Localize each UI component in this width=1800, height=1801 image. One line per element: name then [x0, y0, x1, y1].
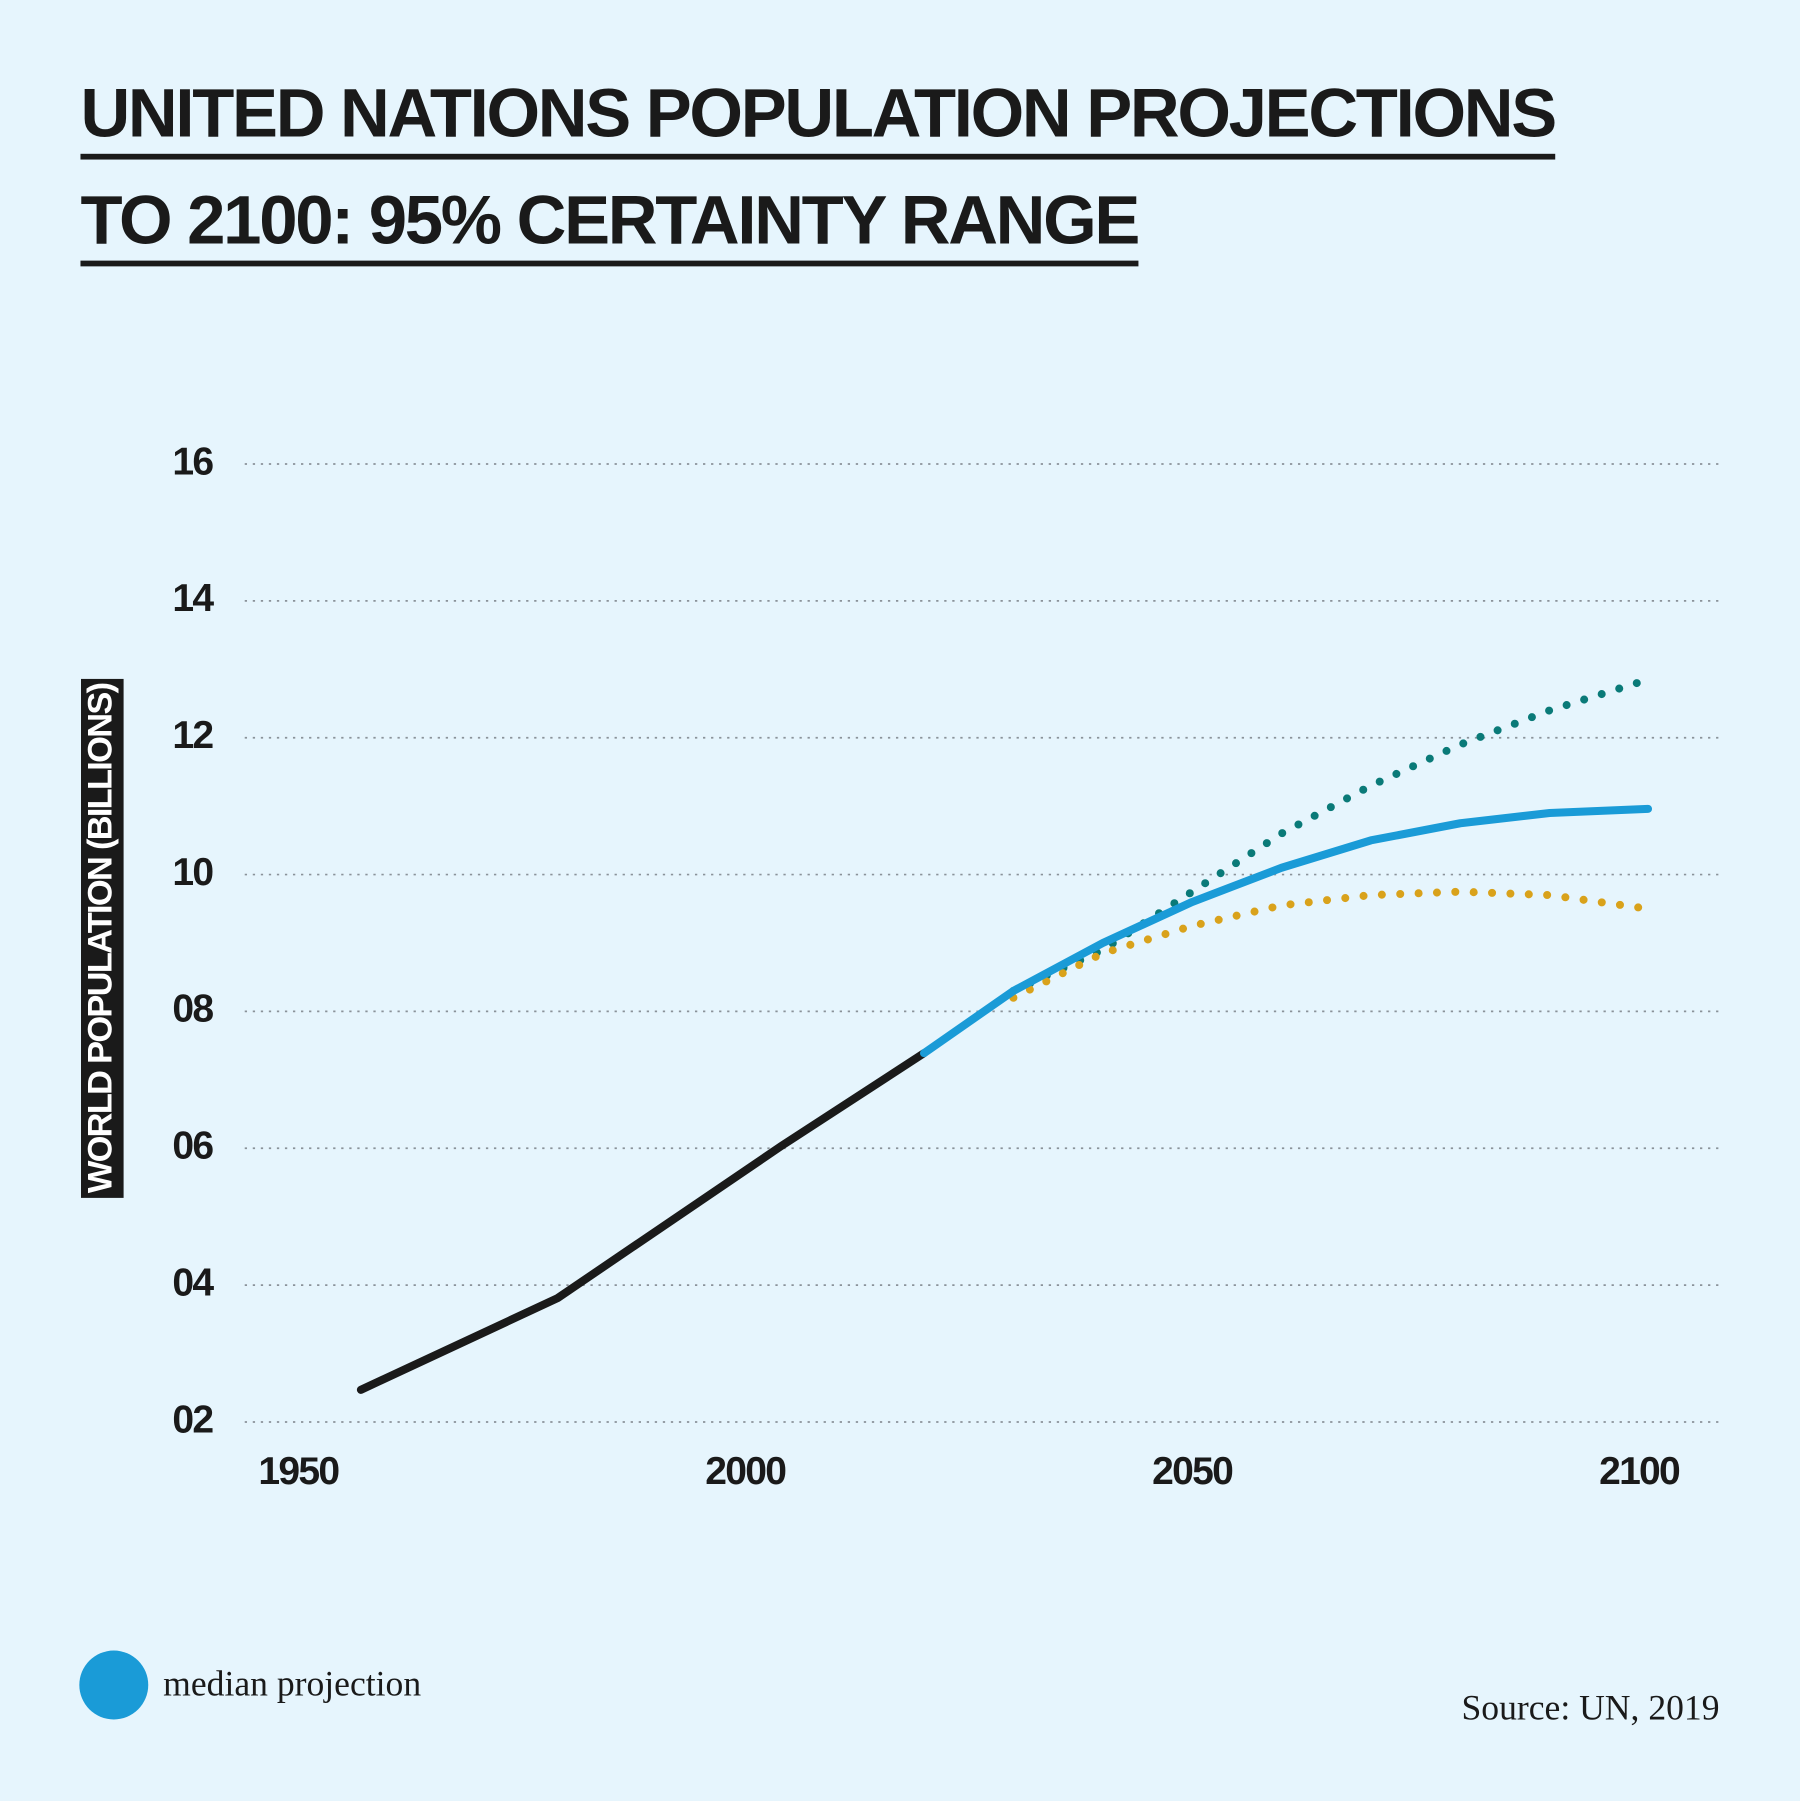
y-tick-label: 14	[172, 577, 214, 620]
title-underline	[80, 153, 1556, 160]
x-tick-label: 2000	[705, 1450, 786, 1493]
y-tick-label: 16	[172, 440, 213, 483]
chart-title: TO 2100: 95% CERTAINTY RANGE	[80, 181, 1138, 258]
chart-title: UNITED NATIONS POPULATION PROJECTIONS	[80, 75, 1555, 152]
y-axis-label-group: WORLD POPULATION (BILLIONS)	[81, 678, 124, 1198]
legend-label: median projection	[163, 1663, 421, 1703]
y-axis-label-background	[81, 678, 124, 1198]
y-tick-label: 04	[172, 1261, 214, 1304]
x-tick-label: 1950	[258, 1450, 339, 1493]
y-axis-label: WORLD POPULATION (BILLIONS)	[81, 683, 119, 1193]
title-underline	[80, 260, 1139, 267]
source: Source: UN, 2019	[1461, 1688, 1719, 1728]
series-line	[1009, 675, 1653, 995]
y-tick-label: 02	[172, 1398, 213, 1441]
series-line	[920, 804, 1653, 1058]
y-tick-label: 06	[172, 1125, 213, 1168]
x-tick-label: 2050	[1152, 1450, 1233, 1493]
series-line	[356, 1049, 929, 1394]
series-line	[1009, 887, 1653, 1002]
legend-swatch	[79, 1650, 149, 1720]
y-tick-label: 12	[172, 714, 213, 757]
x-tick-label: 2100	[1599, 1450, 1680, 1493]
y-tick-label: 08	[172, 988, 213, 1031]
y-tick-label: 10	[172, 851, 213, 894]
